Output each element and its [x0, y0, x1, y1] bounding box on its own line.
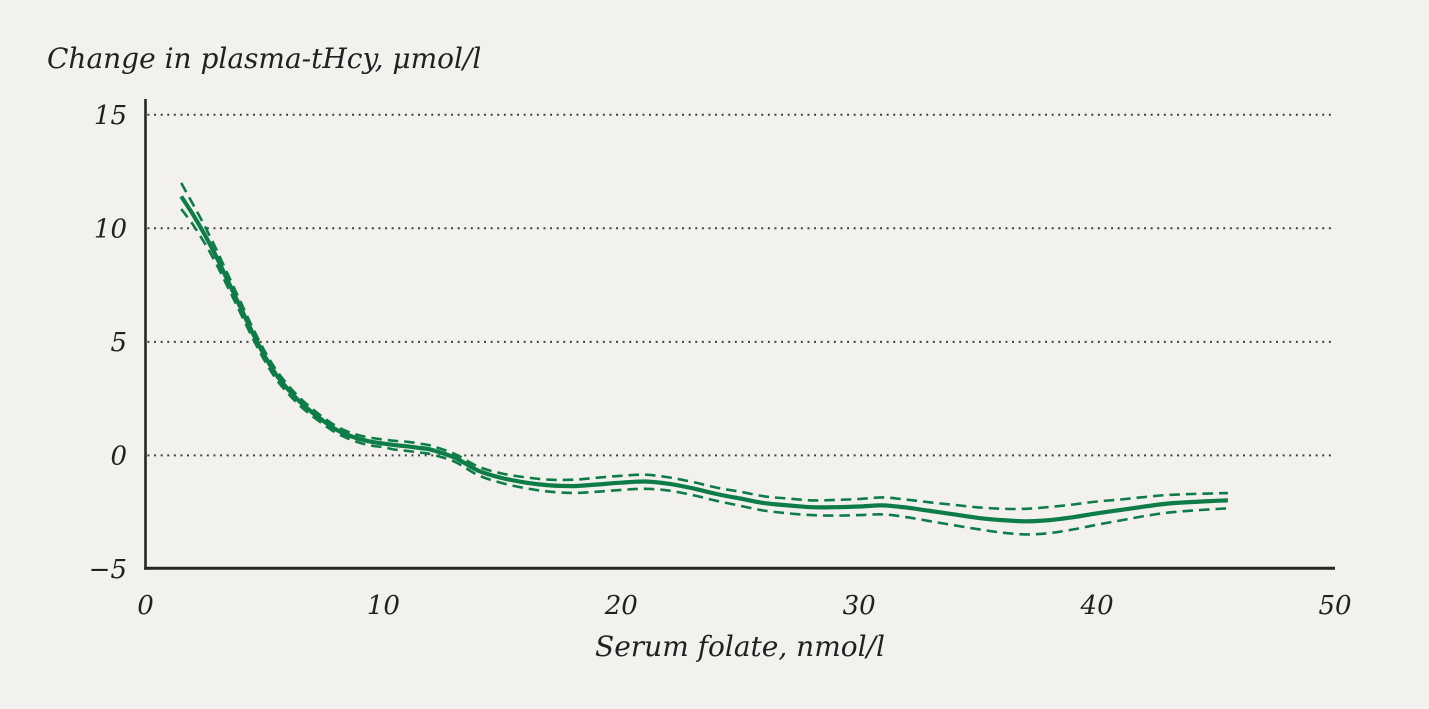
series-lines: [179, 182, 1228, 536]
y-axis-title: Change in plasma-tHcy, μmol/l: [47, 42, 482, 75]
y-tick-label-5: 5: [110, 328, 127, 358]
x-tick-label-10: 10: [367, 591, 400, 621]
x-tick-label-30: 30: [843, 591, 876, 621]
y-tick-label-15: 15: [94, 101, 127, 131]
ci-upper-line: [180, 182, 1228, 511]
y-axis-tick-labels: 15 10 5 0 −5: [89, 101, 127, 585]
ci-lower-line: [180, 208, 1228, 536]
x-tick-label-0: 0: [137, 591, 154, 621]
x-tick-label-40: 40: [1080, 591, 1114, 621]
y-tick-label-10: 10: [94, 214, 127, 244]
axes: [144, 99, 1335, 570]
y-tick-label-0: 0: [110, 441, 127, 471]
gridlines: [147, 113, 1335, 457]
x-tick-label-50: 50: [1318, 591, 1351, 621]
x-axis-tick-labels: 0 10 20 30 40 50: [137, 591, 1351, 621]
fitted-curve-line: [179, 195, 1228, 524]
x-tick-label-20: 20: [604, 591, 638, 621]
x-axis-title: Serum folate, nmol/l: [595, 630, 885, 663]
y-tick-label--5: −5: [89, 555, 127, 585]
